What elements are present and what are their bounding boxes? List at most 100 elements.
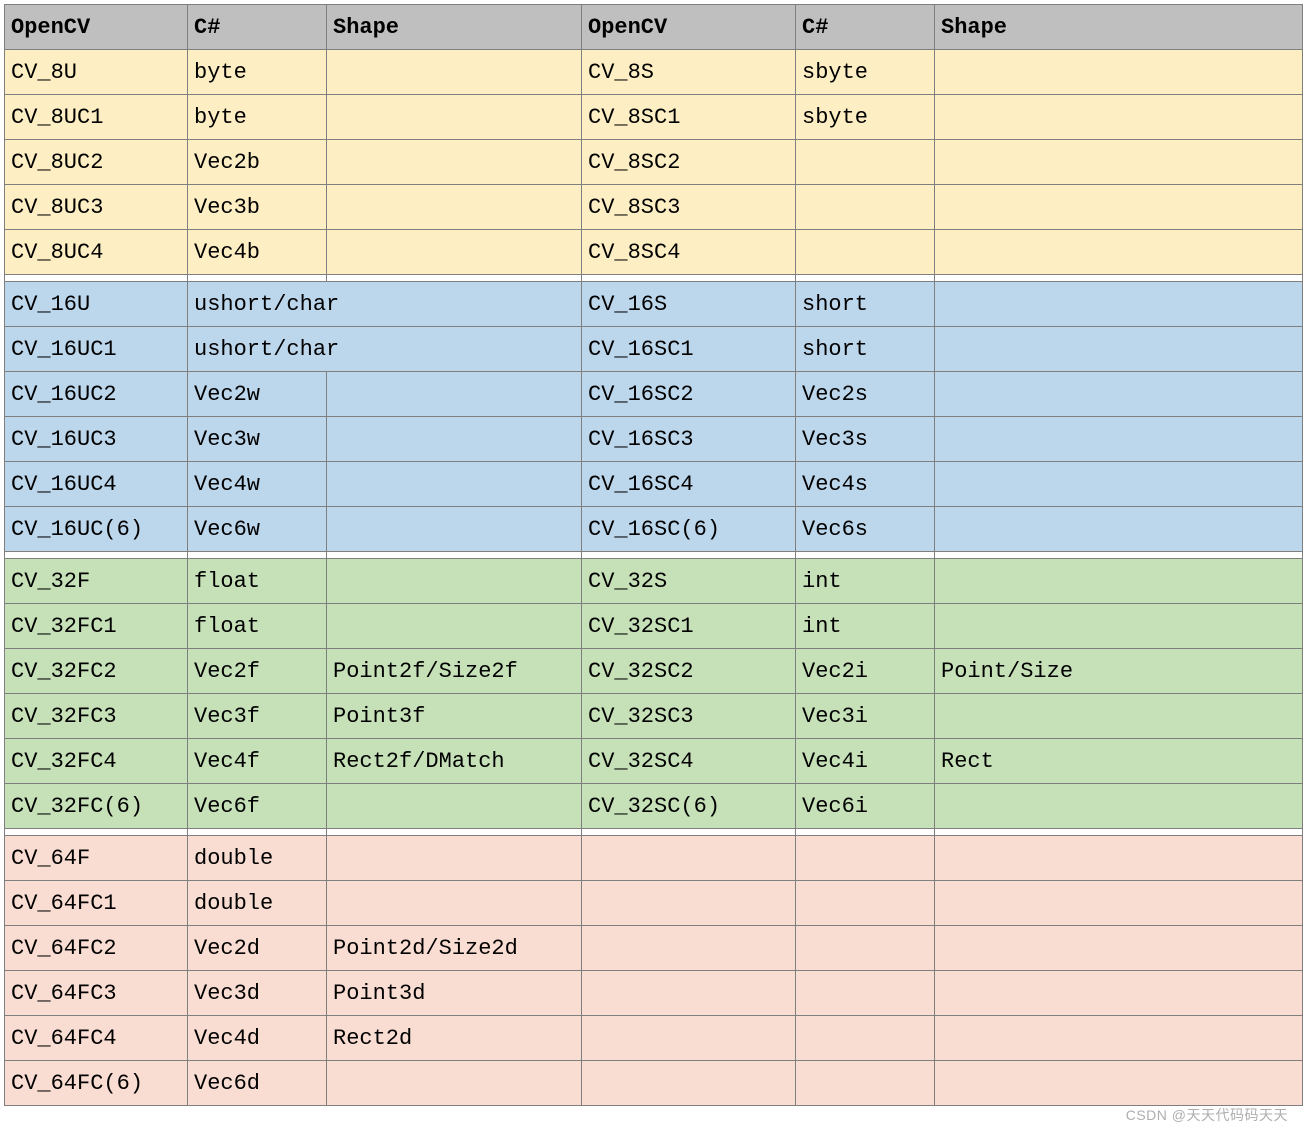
table-cell: byte bbox=[188, 95, 327, 140]
table-cell: short bbox=[796, 327, 935, 372]
table-cell: int bbox=[796, 604, 935, 649]
table-cell bbox=[935, 230, 1303, 275]
table-row: CV_8UC1byteCV_8SC1sbyte bbox=[5, 95, 1303, 140]
table-cell bbox=[582, 1061, 796, 1106]
table-cell bbox=[327, 372, 582, 417]
table-cell: Vec4s bbox=[796, 462, 935, 507]
table-cell bbox=[327, 836, 582, 881]
table-cell bbox=[935, 694, 1303, 739]
table-cell: CV_64FC4 bbox=[5, 1016, 188, 1061]
table-cell bbox=[935, 185, 1303, 230]
table-cell bbox=[327, 50, 582, 95]
section-spacer bbox=[5, 829, 1303, 836]
table-cell bbox=[935, 140, 1303, 185]
table-cell bbox=[327, 185, 582, 230]
table-row: CV_64FC(6)Vec6d bbox=[5, 1061, 1303, 1106]
table-cell: Vec3w bbox=[188, 417, 327, 462]
table-cell: CV_32FC1 bbox=[5, 604, 188, 649]
table-cell bbox=[935, 417, 1303, 462]
table-cell: Vec2d bbox=[188, 926, 327, 971]
table-cell: CV_8U bbox=[5, 50, 188, 95]
table-cell: ushort/char bbox=[188, 282, 582, 327]
table-cell: CV_16UC3 bbox=[5, 417, 188, 462]
table-cell: double bbox=[188, 836, 327, 881]
table-cell bbox=[935, 462, 1303, 507]
table-cell bbox=[935, 507, 1303, 552]
table-cell: Vec4f bbox=[188, 739, 327, 784]
table-cell: CV_32F bbox=[5, 559, 188, 604]
table-header-row: OpenCVC#ShapeOpenCVC#Shape bbox=[5, 5, 1303, 50]
table-cell: Vec3f bbox=[188, 694, 327, 739]
table-cell: CV_32SC2 bbox=[582, 649, 796, 694]
table-cell: Point3f bbox=[327, 694, 582, 739]
table-cell: Vec2b bbox=[188, 140, 327, 185]
table-cell: Vec6d bbox=[188, 1061, 327, 1106]
table-cell: double bbox=[188, 881, 327, 926]
table-cell bbox=[796, 971, 935, 1016]
table-cell bbox=[327, 230, 582, 275]
column-header: OpenCV bbox=[582, 5, 796, 50]
table-cell bbox=[935, 971, 1303, 1016]
table-row: CV_32FC(6)Vec6fCV_32SC(6)Vec6i bbox=[5, 784, 1303, 829]
table-row: CV_64FC1double bbox=[5, 881, 1303, 926]
table-cell bbox=[935, 604, 1303, 649]
table-cell: CV_8S bbox=[582, 50, 796, 95]
table-row: CV_16UC1ushort/charCV_16SC1short bbox=[5, 327, 1303, 372]
table-cell: CV_16U bbox=[5, 282, 188, 327]
table-cell: CV_16SC4 bbox=[582, 462, 796, 507]
table-row: CV_16UC4Vec4wCV_16SC4Vec4s bbox=[5, 462, 1303, 507]
column-header: C# bbox=[796, 5, 935, 50]
table-cell: Point2f/Size2f bbox=[327, 649, 582, 694]
column-header: C# bbox=[188, 5, 327, 50]
table-cell: Vec4i bbox=[796, 739, 935, 784]
table-cell: CV_32FC2 bbox=[5, 649, 188, 694]
table-cell: CV_8UC3 bbox=[5, 185, 188, 230]
table-row: CV_32FC2Vec2fPoint2f/Size2fCV_32SC2Vec2i… bbox=[5, 649, 1303, 694]
table-cell bbox=[327, 507, 582, 552]
table-cell bbox=[935, 372, 1303, 417]
table-cell: Rect2f/DMatch bbox=[327, 739, 582, 784]
table-row: CV_8UC3Vec3bCV_8SC3 bbox=[5, 185, 1303, 230]
table-cell bbox=[582, 836, 796, 881]
table-cell: CV_16UC2 bbox=[5, 372, 188, 417]
table-cell: CV_8SC3 bbox=[582, 185, 796, 230]
table-cell bbox=[796, 185, 935, 230]
table-cell: Vec4b bbox=[188, 230, 327, 275]
table-row: CV_64Fdouble bbox=[5, 836, 1303, 881]
table-cell bbox=[935, 50, 1303, 95]
table-cell bbox=[935, 95, 1303, 140]
table-row: CV_16UC(6)Vec6wCV_16SC(6)Vec6s bbox=[5, 507, 1303, 552]
table-cell bbox=[796, 836, 935, 881]
table-cell bbox=[935, 784, 1303, 829]
table-cell: CV_16S bbox=[582, 282, 796, 327]
table-cell bbox=[327, 462, 582, 507]
table-cell bbox=[582, 926, 796, 971]
table-cell: CV_16SC2 bbox=[582, 372, 796, 417]
column-header: Shape bbox=[935, 5, 1303, 50]
table-cell: Point2d/Size2d bbox=[327, 926, 582, 971]
table-cell: Vec6f bbox=[188, 784, 327, 829]
table-cell: CV_16SC1 bbox=[582, 327, 796, 372]
table-cell bbox=[796, 1061, 935, 1106]
table-cell: CV_64FC3 bbox=[5, 971, 188, 1016]
table-cell bbox=[935, 1061, 1303, 1106]
table-cell bbox=[327, 604, 582, 649]
table-cell bbox=[582, 971, 796, 1016]
table-cell: CV_32SC1 bbox=[582, 604, 796, 649]
table-cell: CV_32FC4 bbox=[5, 739, 188, 784]
section-spacer bbox=[5, 552, 1303, 559]
table-cell: CV_8UC4 bbox=[5, 230, 188, 275]
table-cell: Vec2s bbox=[796, 372, 935, 417]
table-cell bbox=[796, 1016, 935, 1061]
table-cell bbox=[327, 881, 582, 926]
table-cell: Vec4d bbox=[188, 1016, 327, 1061]
table-cell: Point3d bbox=[327, 971, 582, 1016]
table-cell: float bbox=[188, 604, 327, 649]
table-row: CV_32FC4Vec4fRect2f/DMatchCV_32SC4Vec4iR… bbox=[5, 739, 1303, 784]
table-cell: CV_32S bbox=[582, 559, 796, 604]
table-cell: CV_16SC(6) bbox=[582, 507, 796, 552]
column-header: Shape bbox=[327, 5, 582, 50]
table-cell bbox=[327, 1061, 582, 1106]
table-row: CV_64FC4Vec4dRect2d bbox=[5, 1016, 1303, 1061]
table-row: CV_32FfloatCV_32Sint bbox=[5, 559, 1303, 604]
